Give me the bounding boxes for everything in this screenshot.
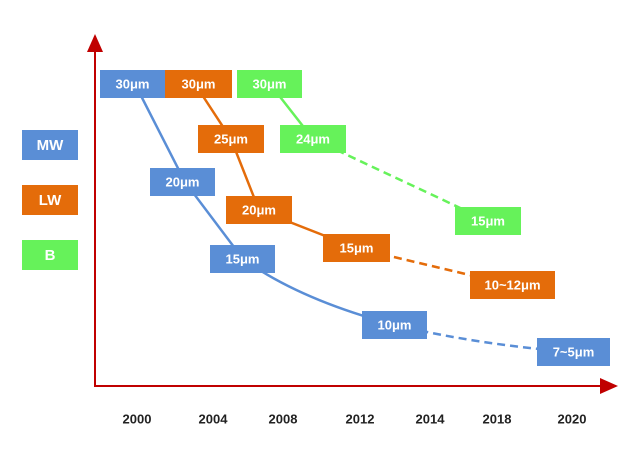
label-box (150, 168, 215, 196)
box-label: 10~12μm (484, 277, 540, 292)
legend-swatch (22, 185, 78, 215)
box-label: 20μm (166, 174, 200, 189)
box-label: 30μm (182, 76, 216, 91)
label-box (210, 245, 275, 273)
x-label: 2000 (123, 411, 152, 426)
label-box (226, 196, 292, 224)
box-label: 30μm (253, 76, 287, 91)
legend-label: MW (37, 137, 64, 154)
box-label: 7~5μm (553, 344, 595, 359)
label-box (198, 125, 264, 153)
label-box (165, 70, 232, 98)
label-box (323, 234, 390, 262)
x-label: 2018 (483, 411, 512, 426)
label-box (470, 271, 555, 299)
label-box (237, 70, 302, 98)
box-label: 10μm (378, 317, 412, 332)
legend-swatch (22, 130, 78, 160)
label-box (455, 207, 521, 235)
label-box (280, 125, 346, 153)
label-box (100, 70, 165, 98)
box-label: 25μm (214, 131, 248, 146)
legend-label: B (45, 247, 56, 264)
box-label: 24μm (296, 131, 330, 146)
box-label: 15μm (340, 240, 374, 255)
label-box (537, 338, 610, 366)
x-label: 2014 (416, 411, 446, 426)
box-label: 20μm (242, 202, 276, 217)
x-label: 2004 (199, 411, 229, 426)
box-label: 30μm (116, 76, 150, 91)
box-label: 15μm (226, 251, 260, 266)
legend-label: LW (39, 192, 62, 209)
x-label: 2020 (558, 411, 587, 426)
box-label: 15μm (471, 213, 505, 228)
x-label: 2012 (346, 411, 375, 426)
x-label: 2008 (269, 411, 298, 426)
legend-swatch (22, 240, 78, 270)
label-box (362, 311, 427, 339)
lw-line (193, 83, 357, 250)
